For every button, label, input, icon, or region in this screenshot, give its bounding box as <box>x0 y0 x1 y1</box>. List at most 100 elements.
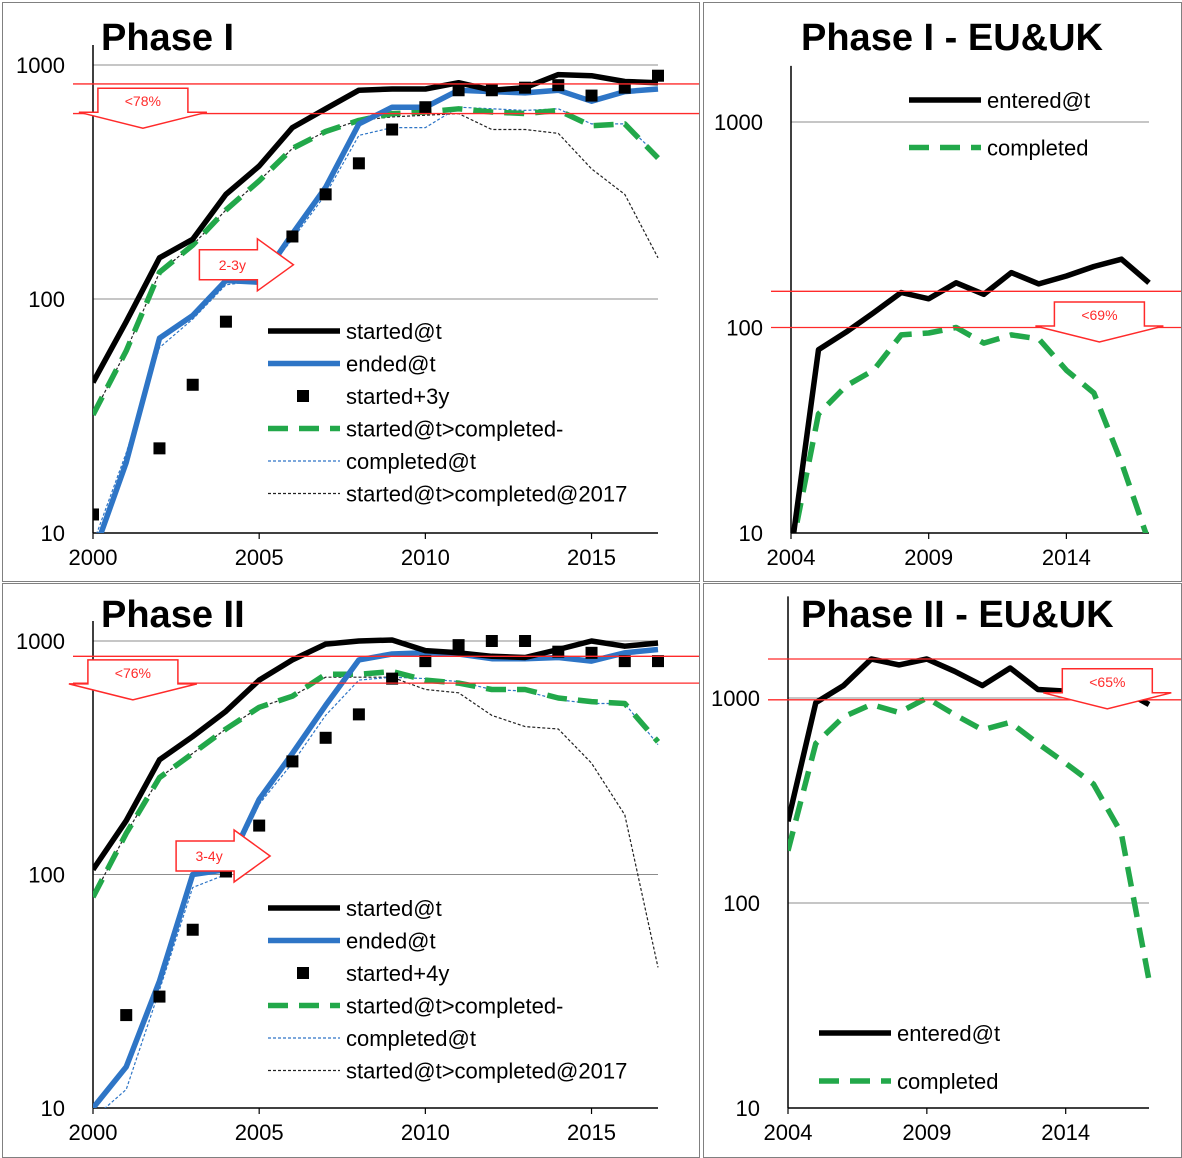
chart-phase-2: Phase II 10 100 1000 2000 2005 2010 2015 <76% 3-… <box>2 583 700 1158</box>
series-started-3y-marker <box>219 315 232 328</box>
series-started-3y-marker <box>519 81 532 94</box>
annotation-label: <76% <box>115 665 151 681</box>
legend-label: started@t>completed- <box>346 994 563 1019</box>
x-tick-label: 2010 <box>401 545 450 570</box>
legend-label: started@t>completed- <box>346 417 563 442</box>
y-tick-label: 10 <box>736 1096 760 1121</box>
series-started-4y-marker <box>419 655 432 668</box>
chart-svg: 10 100 1000 2000 2005 2010 2015 <78% 2-3y started… <box>16 45 699 570</box>
chart-svg: 10 100 1000 2004 2009 2014 <65% entered@t comple… <box>711 596 1181 1145</box>
chart-svg: 10 100 1000 2004 2009 2014 <69% entered@t comple… <box>714 65 1181 570</box>
legend-label: ended@t <box>346 929 436 954</box>
legend-label: completed@t <box>346 449 476 474</box>
series-entered-t-line <box>791 256 1151 533</box>
y-tick-label: 100 <box>723 891 760 916</box>
series-started-4y-marker <box>452 639 465 652</box>
annotation-arrow <box>175 828 272 884</box>
series-started-t-line <box>93 71 659 384</box>
series-started-4y-marker <box>652 655 664 668</box>
annotation-label: <69% <box>1081 307 1117 323</box>
x-tick-label: 2009 <box>904 545 953 570</box>
series-started-4y-marker <box>519 635 532 647</box>
chart-phase-1: Phase I 10 100 1000 2000 2005 2010 2015 <78% 2-3… <box>2 2 700 582</box>
legend-label: started@t <box>346 319 442 344</box>
series-started-4y-marker <box>120 1009 133 1022</box>
chart-title: Phase I - EU&UK <box>801 17 1103 59</box>
x-tick-label: 2005 <box>235 1120 284 1145</box>
y-tick-label: 100 <box>726 316 763 341</box>
series-started-3y-marker <box>352 157 365 170</box>
legend-label: completed <box>897 1069 999 1094</box>
legend-label: entered@t <box>897 1021 1000 1046</box>
series-group <box>788 656 1152 981</box>
series-group <box>93 635 664 1108</box>
legend-label: started@t>completed@2017 <box>346 1059 627 1084</box>
series-started-3y-marker <box>186 378 199 391</box>
annotation-arrow <box>1035 301 1164 343</box>
y-tick-label: 10 <box>41 1096 65 1121</box>
x-tick-label: 2005 <box>235 545 284 570</box>
annotation-arrow <box>68 659 198 701</box>
legend-label: started@t <box>346 896 442 921</box>
series-started-4y-marker <box>286 755 299 768</box>
legend: entered@t completed <box>909 88 1090 161</box>
annotation-arrow <box>198 237 295 293</box>
series-completed-t-line <box>96 106 659 533</box>
series-started-4y-marker <box>618 655 631 668</box>
chart-title: Phase II <box>101 594 245 636</box>
legend: entered@t completed <box>819 1021 1000 1094</box>
series-group <box>791 256 1151 533</box>
series-started-3y-marker <box>419 101 432 114</box>
x-tick-label: 2000 <box>69 1120 118 1145</box>
annotation-label: <78% <box>125 93 161 109</box>
x-tick-label: 2014 <box>1042 545 1091 570</box>
annotation-label: 3-4y <box>195 848 222 864</box>
legend-marker <box>297 967 309 979</box>
series-ended-t-line <box>93 646 659 1108</box>
y-tick-label: 1000 <box>16 53 65 78</box>
series-started-4y-marker <box>186 923 199 936</box>
annotation-arrow <box>1043 668 1172 710</box>
x-tick-label: 2004 <box>764 1120 813 1145</box>
y-tick-label: 10 <box>739 521 763 546</box>
y-tick-label: 1000 <box>714 110 763 135</box>
series-started-4y-marker <box>585 646 598 659</box>
legend-label: completed <box>987 136 1089 161</box>
series-started-4y-marker <box>319 731 332 744</box>
series-started-3y-marker <box>485 84 498 97</box>
annotation-arrow <box>78 87 208 129</box>
series-completed-line <box>788 695 1152 981</box>
y-tick-label: 1000 <box>16 629 65 654</box>
series-ended-t-line <box>98 86 659 533</box>
x-tick-label: 2015 <box>567 1120 616 1145</box>
legend-label: ended@t <box>346 352 436 377</box>
series-started-3y-marker <box>552 79 565 92</box>
annotation-label: 2-3y <box>219 257 246 273</box>
series-started-3y-marker <box>153 442 166 455</box>
legend: started@t ended@t started+4y started@t>comp… <box>268 896 627 1084</box>
y-tick-label: 10 <box>41 521 65 546</box>
legend-marker <box>297 390 309 402</box>
series-completed-line <box>792 324 1149 533</box>
chart-phase-2-eu-uk: Phase II - EU&UK 10 100 1000 2004 2009 2014 <6… <box>703 583 1182 1158</box>
series-started-4y-marker <box>253 819 266 832</box>
chart-title: Phase I <box>101 17 235 59</box>
series-started-3y-marker <box>618 81 631 94</box>
series-started-4y-marker <box>485 635 498 647</box>
x-tick-label: 2000 <box>69 545 118 570</box>
series-started-4y-marker <box>386 672 399 685</box>
x-tick-label: 2014 <box>1041 1120 1090 1145</box>
chart-svg: 10 100 1000 2000 2005 2010 2015 <76% 3-4y started… <box>16 621 699 1145</box>
series-started-3y-marker <box>286 230 299 243</box>
series-started-4y-marker <box>552 645 565 658</box>
series-started-3y-marker <box>452 84 465 97</box>
series-started-3y-marker <box>93 508 99 521</box>
x-tick-label: 2004 <box>767 545 816 570</box>
chart-title: Phase II - EU&UK <box>801 594 1114 636</box>
series-started-4y-marker <box>153 990 166 1003</box>
annotation-label: <65% <box>1089 674 1125 690</box>
x-tick-label: 2009 <box>902 1120 951 1145</box>
series-started-t-completed-line <box>93 106 660 417</box>
series-group <box>93 69 664 533</box>
